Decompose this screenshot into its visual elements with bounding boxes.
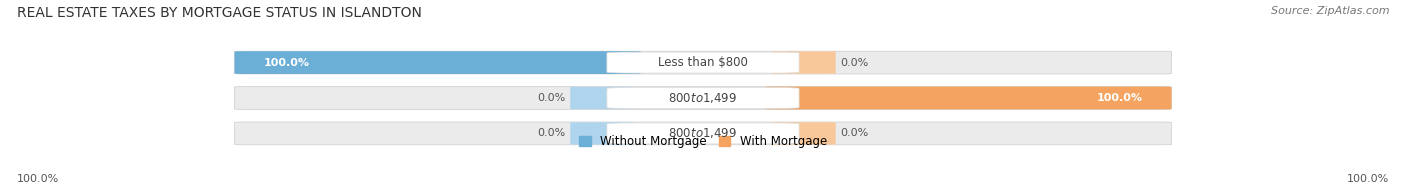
Text: 100.0%: 100.0% xyxy=(17,174,59,184)
Text: 0.0%: 0.0% xyxy=(537,128,565,138)
Text: 100.0%: 100.0% xyxy=(264,58,309,68)
FancyBboxPatch shape xyxy=(607,52,799,73)
FancyBboxPatch shape xyxy=(607,88,799,108)
Text: 0.0%: 0.0% xyxy=(841,58,869,68)
Text: REAL ESTATE TAXES BY MORTGAGE STATUS IN ISLANDTON: REAL ESTATE TAXES BY MORTGAGE STATUS IN … xyxy=(17,6,422,20)
Text: Source: ZipAtlas.com: Source: ZipAtlas.com xyxy=(1271,6,1389,16)
Text: $800 to $1,499: $800 to $1,499 xyxy=(668,91,738,105)
Legend: Without Mortgage, With Mortgage: Without Mortgage, With Mortgage xyxy=(574,130,832,152)
FancyBboxPatch shape xyxy=(772,51,835,74)
FancyBboxPatch shape xyxy=(607,123,799,144)
FancyBboxPatch shape xyxy=(571,87,634,109)
FancyBboxPatch shape xyxy=(235,87,1171,109)
Text: 100.0%: 100.0% xyxy=(1097,93,1142,103)
Text: Less than $800: Less than $800 xyxy=(658,56,748,69)
FancyBboxPatch shape xyxy=(772,122,835,145)
FancyBboxPatch shape xyxy=(235,51,641,74)
FancyBboxPatch shape xyxy=(765,87,1171,109)
Text: 100.0%: 100.0% xyxy=(1347,174,1389,184)
FancyBboxPatch shape xyxy=(571,122,634,145)
Text: 0.0%: 0.0% xyxy=(841,128,869,138)
Text: 0.0%: 0.0% xyxy=(537,93,565,103)
FancyBboxPatch shape xyxy=(235,122,1171,145)
FancyBboxPatch shape xyxy=(235,51,1171,74)
Text: $800 to $1,499: $800 to $1,499 xyxy=(668,126,738,140)
